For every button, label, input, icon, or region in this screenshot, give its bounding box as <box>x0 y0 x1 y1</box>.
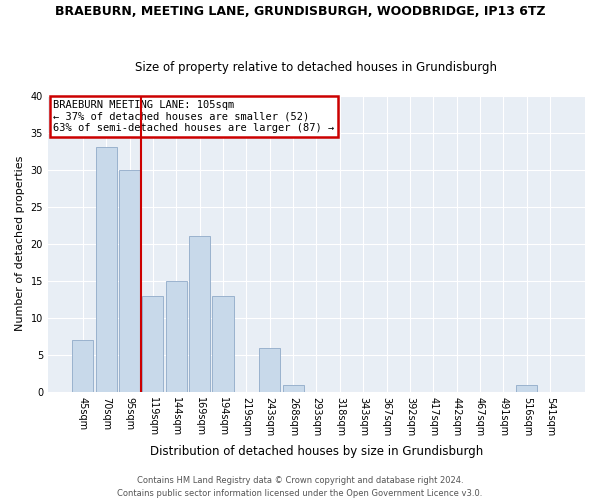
Text: BRAEBURN MEETING LANE: 105sqm
← 37% of detached houses are smaller (52)
63% of s: BRAEBURN MEETING LANE: 105sqm ← 37% of d… <box>53 100 335 133</box>
Bar <box>142 296 163 392</box>
Bar <box>212 296 233 392</box>
X-axis label: Distribution of detached houses by size in Grundisburgh: Distribution of detached houses by size … <box>150 444 483 458</box>
Bar <box>259 348 280 392</box>
Bar <box>516 384 537 392</box>
Y-axis label: Number of detached properties: Number of detached properties <box>15 156 25 332</box>
Bar <box>189 236 210 392</box>
Bar <box>73 340 94 392</box>
Bar <box>166 281 187 392</box>
Text: Contains HM Land Registry data © Crown copyright and database right 2024.
Contai: Contains HM Land Registry data © Crown c… <box>118 476 482 498</box>
Bar <box>95 148 117 392</box>
Bar <box>119 170 140 392</box>
Bar <box>283 384 304 392</box>
Text: BRAEBURN, MEETING LANE, GRUNDISBURGH, WOODBRIDGE, IP13 6TZ: BRAEBURN, MEETING LANE, GRUNDISBURGH, WO… <box>55 5 545 18</box>
Title: Size of property relative to detached houses in Grundisburgh: Size of property relative to detached ho… <box>136 60 497 74</box>
